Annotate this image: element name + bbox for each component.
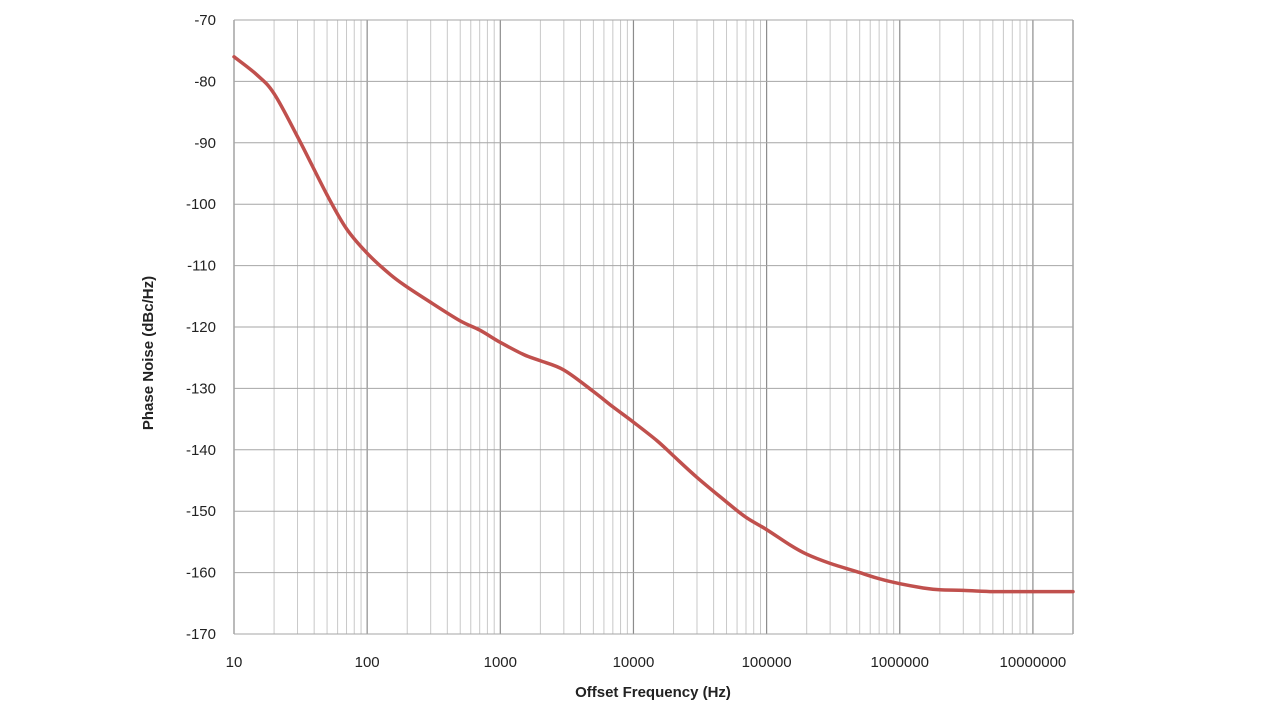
x-tick-labels: 10 100 1000 10000 100000 1000000 10000000 [226, 654, 1067, 671]
series-layer [232, 55, 1075, 594]
y-tick-label: -100 [186, 196, 216, 213]
major-gridlines [233, 19, 1074, 635]
y-tick-label: -130 [186, 380, 216, 397]
y-tick-label: -80 [194, 73, 216, 90]
y-tick-label: -150 [186, 503, 216, 520]
y-tick-label: -170 [186, 626, 216, 643]
y-tick-label: -90 [194, 135, 216, 152]
x-axis-title: Offset Frequency (Hz) [575, 684, 731, 701]
y-tick-label: -120 [186, 319, 216, 336]
x-tick-label: 1000 [484, 654, 517, 671]
y-tick-label: -110 [187, 258, 216, 275]
x-tick-label: 100 [355, 654, 380, 671]
x-tick-label: 100000 [742, 654, 792, 671]
y-tick-label: -160 [186, 565, 216, 582]
y-tick-labels: -70 -80 -90 -100 -110 -120 -130 -140 -150 -160 -17… [186, 12, 216, 643]
x-tick-label: 1000000 [871, 654, 929, 671]
x-tick-label: 10000000 [1000, 654, 1067, 671]
y-axis-title: Phase Noise (dBc/Hz) [140, 276, 157, 430]
y-tick-label: -140 [186, 442, 216, 459]
phase-noise-series-line [232, 55, 1075, 594]
y-tick-label: -70 [194, 12, 216, 29]
x-tick-label: 10 [226, 654, 243, 671]
x-tick-label: 10000 [613, 654, 655, 671]
